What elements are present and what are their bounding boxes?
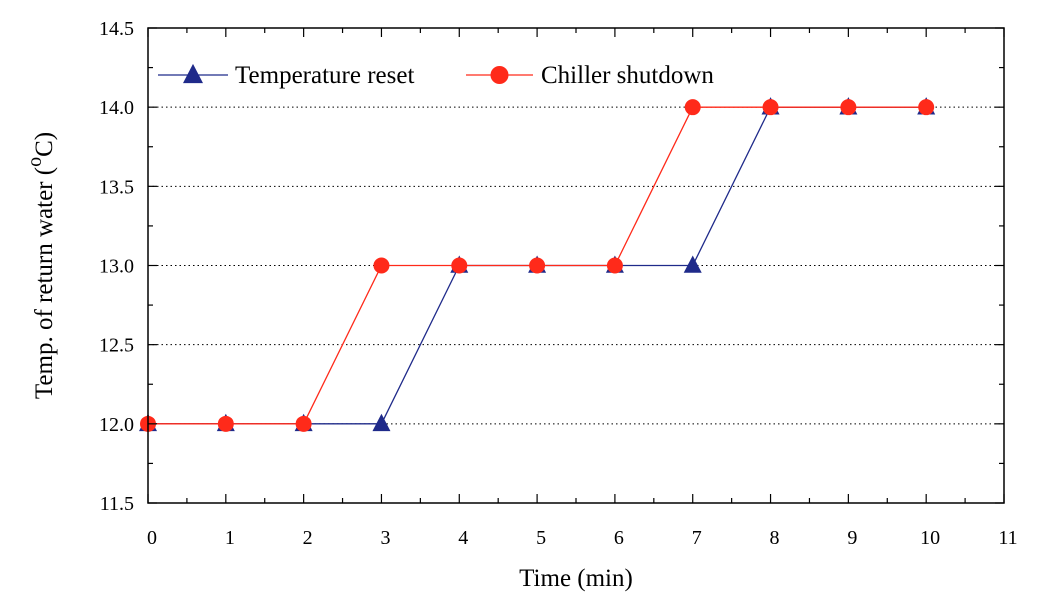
x-tick-label: 7 bbox=[692, 527, 702, 549]
x-axis-label: Time (min) bbox=[519, 565, 633, 592]
y-tick-label: 11.5 bbox=[100, 493, 134, 515]
legend-label: Temperature reset bbox=[235, 62, 414, 89]
x-tick-label: 9 bbox=[847, 527, 857, 549]
y-tick-label: 12.5 bbox=[99, 335, 134, 357]
x-tick-label: 5 bbox=[536, 527, 546, 549]
x-tick-label: 11 bbox=[998, 527, 1017, 549]
data-point-circle bbox=[762, 99, 779, 116]
y-axis-label-superscript: o bbox=[24, 157, 46, 167]
series-layer bbox=[139, 97, 936, 432]
data-point-circle bbox=[373, 257, 390, 274]
x-tick-label: 4 bbox=[458, 527, 468, 549]
axis-ticks bbox=[147, 27, 1005, 504]
legend-item-temperature-reset: Temperature reset bbox=[158, 62, 414, 89]
data-point-circle bbox=[529, 257, 546, 274]
data-point-triangle bbox=[372, 413, 391, 432]
data-point-circle bbox=[451, 257, 468, 274]
series-chiller-shutdown bbox=[140, 99, 935, 432]
y-axis-label-main: Temp. of return water ( bbox=[31, 167, 58, 399]
x-tick-label: 6 bbox=[614, 527, 624, 549]
x-tick-label: 2 bbox=[303, 527, 313, 549]
data-point-circle bbox=[840, 99, 857, 116]
y-tick-label: 13.0 bbox=[99, 256, 134, 278]
x-tick-label: 10 bbox=[920, 527, 940, 549]
data-point-circle bbox=[918, 99, 935, 116]
legend: Temperature reset Chiller shutdown bbox=[158, 62, 714, 89]
x-tick-label: 8 bbox=[770, 527, 780, 549]
y-tick-label: 12.0 bbox=[99, 414, 134, 436]
data-point-circle bbox=[684, 99, 701, 116]
legend-label: Chiller shutdown bbox=[541, 62, 714, 89]
data-point-circle bbox=[606, 257, 623, 274]
data-point-triangle bbox=[183, 63, 203, 84]
y-tick-label: 14.5 bbox=[99, 18, 134, 40]
y-axis-label: Temp. of return water (oC) bbox=[24, 132, 58, 399]
data-point-circle bbox=[217, 415, 234, 432]
y-tick-label: 13.5 bbox=[99, 176, 134, 198]
y-tick-label: 14.0 bbox=[99, 97, 134, 119]
y-tick-labels: 11.5 12.0 12.5 13.0 13.5 14.0 14.5 bbox=[99, 18, 134, 515]
x-tick-label: 0 bbox=[147, 527, 157, 549]
x-tick-labels: 0 1 2 3 4 5 6 7 8 9 10 11 bbox=[147, 527, 1018, 549]
y-axis-label-unit: C) bbox=[31, 132, 58, 157]
data-point-circle bbox=[295, 415, 312, 432]
legend-item-chiller-shutdown: Chiller shutdown bbox=[466, 62, 714, 89]
data-point-circle bbox=[490, 66, 509, 84]
data-point-triangle bbox=[683, 255, 702, 273]
x-tick-label: 3 bbox=[380, 527, 390, 549]
x-tick-label: 1 bbox=[225, 527, 235, 549]
